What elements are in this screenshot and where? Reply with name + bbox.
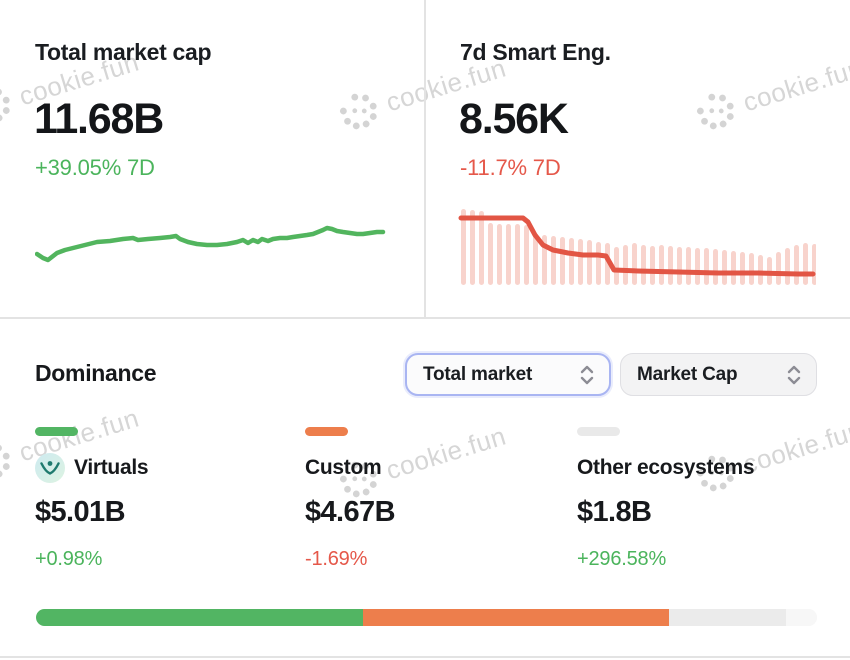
- engagement-bar: [713, 249, 718, 285]
- engagement-bar: [731, 251, 736, 285]
- cookie-logo-icon: [339, 93, 377, 130]
- engagement-bar: [533, 233, 538, 285]
- card-title: 7d Smart Eng.: [460, 39, 611, 65]
- engagement-bar: [776, 252, 781, 285]
- engagement-bar: [623, 245, 628, 285]
- dominance-item-custom: Custom $4.67B -1.69%: [305, 427, 565, 571]
- virtuals-logo-icon: [35, 453, 65, 483]
- engagement-bar: [461, 209, 466, 285]
- engagement-bar: [758, 255, 763, 285]
- engagement-bar: [506, 224, 511, 285]
- engagement-bar: [524, 225, 529, 285]
- engagement-bar: [704, 248, 709, 285]
- card-title: Total market cap: [35, 39, 212, 65]
- market-cap-sparkline-chart: [35, 225, 386, 263]
- engagement-bar: [578, 239, 583, 285]
- dominance-item-label: Other ecosystems: [577, 456, 755, 479]
- engagement-bar: [551, 236, 556, 285]
- bottom-divider: [0, 656, 850, 658]
- scope-select-value: Total market: [423, 363, 533, 385]
- stacked-bar-segment-remainder: [785, 609, 817, 626]
- card-change: +39.05% 7D: [35, 155, 155, 180]
- dominance-item-other-ecosystems: Other ecosystems $1.8B +296.58%: [577, 427, 837, 571]
- stacked-bar-segment-virtuals: [36, 609, 364, 626]
- engagement-bar: [740, 252, 745, 285]
- engagement-bar: [677, 247, 682, 285]
- watermark: cookie.fun: [692, 49, 850, 135]
- engagement-bar: [650, 246, 655, 285]
- dominance-item-virtuals: Virtuals $5.01B +0.98%: [35, 427, 295, 571]
- engagement-bar: [587, 240, 592, 285]
- engagement-bar: [722, 250, 727, 285]
- smart-engagement-chart: [458, 209, 816, 285]
- engagement-bar: [470, 210, 475, 285]
- dominance-item-value: $4.67B: [305, 496, 396, 528]
- dominance-item-value: $1.8B: [577, 496, 652, 528]
- engagement-bar: [569, 238, 574, 285]
- engagement-bar: [803, 243, 808, 285]
- engagement-bar: [686, 247, 691, 285]
- engagement-bar: [785, 248, 790, 285]
- engagement-bar: [749, 253, 754, 285]
- engagement-bar: [614, 247, 619, 285]
- cookie-logo-icon: [0, 88, 10, 122]
- engagement-bar: [497, 224, 502, 285]
- dominance-title: Dominance: [35, 360, 157, 386]
- engagement-bar: [641, 245, 646, 285]
- engagement-bar: [794, 245, 799, 285]
- engagement-bar: [668, 246, 673, 285]
- dominance-item-value: $5.01B: [35, 496, 126, 528]
- stacked-bar-segment-other-ecosystems: [668, 609, 786, 626]
- card-value: 8.56K: [459, 95, 569, 143]
- engagement-bar: [695, 248, 700, 285]
- dominance-stacked-bar: [36, 609, 817, 626]
- engagement-bar: [659, 245, 664, 285]
- virtuals-swatch: [35, 427, 78, 436]
- card-change: -11.7% 7D: [460, 155, 561, 180]
- vertical-divider: [424, 0, 426, 317]
- dominance-item-label: Custom: [305, 456, 382, 479]
- chevron-updown-icon: [580, 365, 594, 384]
- card-value: 11.68B: [34, 95, 164, 143]
- stacked-bar-segment-custom: [363, 609, 669, 626]
- scope-select[interactable]: Total market: [405, 353, 611, 396]
- watermark-text: cookie.fun: [739, 52, 850, 117]
- chevron-updown-icon: [787, 365, 801, 384]
- engagement-bar: [560, 237, 565, 285]
- dominance-item-change: +296.58%: [577, 548, 667, 570]
- other-ecosystems-swatch: [577, 427, 620, 436]
- metric-select-value: Market Cap: [637, 363, 738, 385]
- engagement-bar: [812, 244, 816, 285]
- dominance-item-label: Virtuals: [74, 456, 149, 479]
- cookie-logo-icon: [696, 93, 734, 130]
- custom-swatch: [305, 427, 348, 436]
- engagement-bar: [632, 243, 637, 285]
- engagement-bar: [479, 211, 484, 285]
- engagement-bar: [488, 223, 493, 285]
- engagement-bar: [605, 243, 610, 285]
- horizontal-divider: [0, 317, 850, 319]
- dominance-item-change: -1.69%: [305, 548, 368, 570]
- metric-select[interactable]: Market Cap: [620, 353, 817, 396]
- cookie-logo-icon: [0, 444, 10, 478]
- engagement-bar: [596, 242, 601, 285]
- engagement-bar: [515, 224, 520, 285]
- dominance-item-change: +0.98%: [35, 548, 103, 570]
